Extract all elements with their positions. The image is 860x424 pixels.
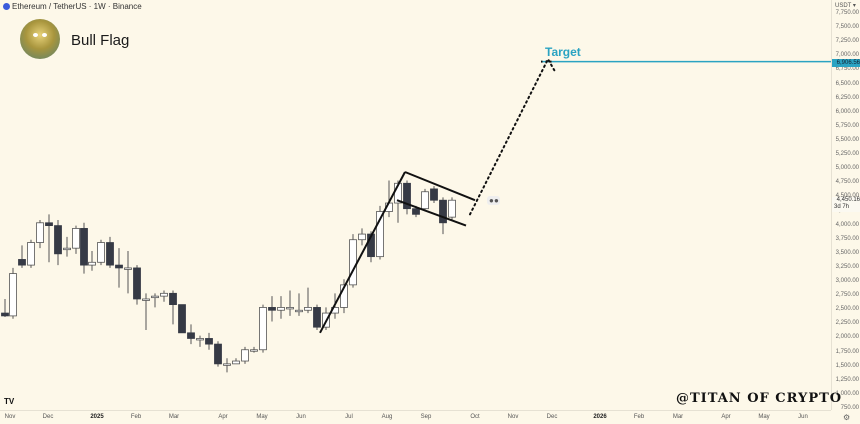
x-tick: 2025 (90, 414, 104, 420)
tradingview-logo[interactable]: TV (4, 397, 15, 406)
y-tick: 2,000.00 (835, 334, 859, 341)
current-price-tag: 4,450.16 3d 7h (832, 197, 860, 212)
chart-title: Bull Flag (71, 32, 130, 49)
x-tick: Jul (345, 414, 353, 420)
x-tick: Jun (296, 414, 306, 420)
y-tick: 1,750.00 (835, 348, 859, 355)
x-tick: Dec (546, 414, 558, 420)
y-tick: 5,000.00 (835, 165, 859, 172)
y-tick: 3,500.00 (835, 249, 859, 256)
current-price: 4,450.16 (836, 197, 860, 203)
y-tick: 1,000.00 (835, 390, 859, 397)
y-tick: 7,500.00 (835, 24, 859, 31)
y-tick: 3,000.00 (835, 278, 859, 285)
price-chart[interactable] (0, 0, 831, 410)
x-tick: Mar (168, 414, 180, 420)
target-label: Target (545, 45, 581, 59)
y-tick: 750.00 (840, 405, 859, 411)
x-tick: 2026 (593, 414, 607, 420)
y-tick: 6,750.00 (835, 66, 859, 73)
y-tick: 6,500.00 (835, 80, 859, 87)
target-price-tag: 6,906.56 (832, 59, 860, 67)
time-axis[interactable]: Nov Dec 2025 Feb Mar Apr May Jun Jul Aug Sep Oct Nov… (0, 410, 831, 424)
y-tick: 1,500.00 (835, 362, 859, 369)
symbol-header[interactable]: Ethereum / TetherUS · 1W · Binance (3, 2, 142, 11)
avatar (20, 19, 60, 59)
countdown: 3d 7h (834, 204, 850, 210)
x-tick: Feb (633, 414, 645, 420)
y-tick: 5,750.00 (835, 122, 859, 129)
y-tick: 6,250.00 (835, 94, 859, 101)
y-tick: 5,250.00 (835, 151, 859, 158)
y-tick: 7,750.00 (835, 10, 859, 16)
settings-gear-icon[interactable]: ⚙ (843, 413, 851, 422)
x-tick: Sep (420, 414, 432, 420)
x-tick: Aug (381, 414, 393, 420)
eyes-icon: ● ● (487, 196, 500, 205)
x-tick: May (256, 414, 268, 420)
x-tick: Apr (218, 414, 228, 420)
watermark: @TITAN OF CRYPTO (676, 391, 843, 406)
x-tick: May (758, 414, 770, 420)
ethereum-icon (3, 3, 10, 10)
y-tick: 2,250.00 (835, 320, 859, 327)
y-tick: 7,250.00 (835, 38, 859, 45)
y-tick: 5,500.00 (835, 136, 859, 143)
price-axis[interactable]: 750.00 1,000.00 1,250.00 1,500.00 1,750.00 2,… (831, 0, 860, 411)
x-tick: Nov (507, 414, 519, 420)
symbol-label: Ethereum / TetherUS · 1W · Binance (12, 2, 142, 11)
y-tick: 2,500.00 (835, 306, 859, 313)
x-tick: Jun (798, 414, 808, 420)
y-tick: 3,250.00 (835, 263, 859, 270)
y-tick: 1,250.00 (835, 376, 859, 383)
y-tick: 4,000.00 (835, 221, 859, 228)
y-tick: 4,750.00 (835, 179, 859, 186)
y-tick: 2,750.00 (835, 292, 859, 299)
y-tick: 7,000.00 (835, 52, 859, 59)
y-tick: 3,750.00 (835, 235, 859, 242)
x-tick: Apr (721, 414, 731, 420)
x-tick: Feb (130, 414, 142, 420)
y-tick: 6,000.00 (835, 108, 859, 115)
currency-selector[interactable]: USDT ▾ (835, 3, 856, 9)
y-tick: 4,500.00 (836, 193, 859, 199)
x-tick: Dec (42, 414, 54, 420)
x-tick: Oct (470, 414, 480, 420)
x-tick: Nov (4, 414, 16, 420)
x-tick: Mar (672, 414, 684, 420)
